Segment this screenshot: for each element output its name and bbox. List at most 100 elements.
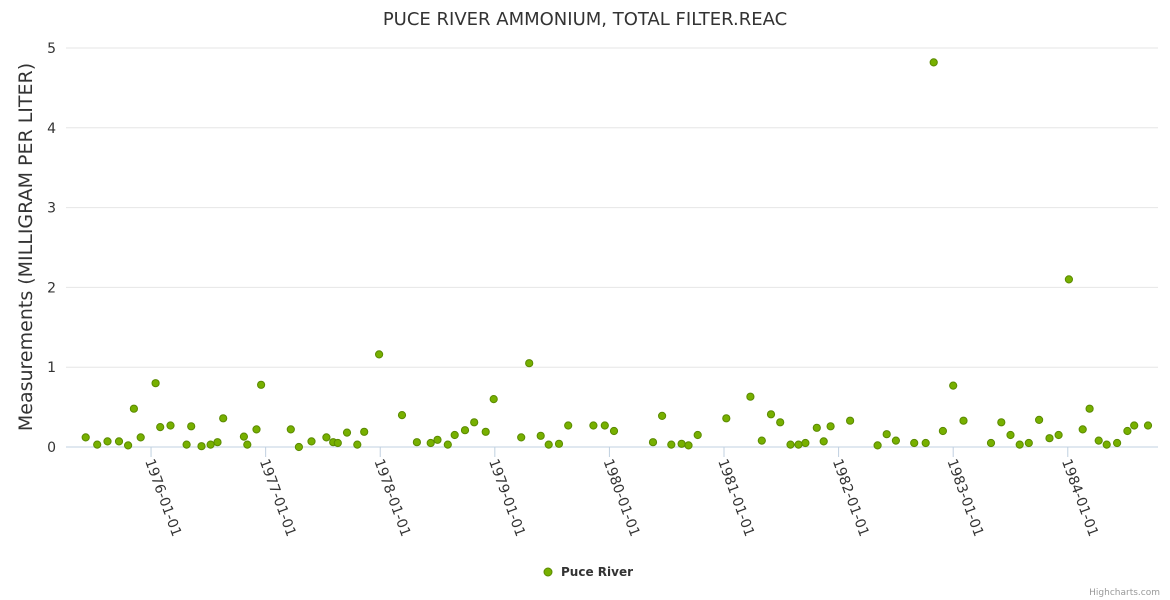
- data-point[interactable]: [589, 421, 598, 430]
- data-point[interactable]: [1054, 430, 1063, 440]
- data-point[interactable]: [684, 441, 693, 450]
- data-point[interactable]: [129, 404, 138, 413]
- data-point[interactable]: [722, 414, 731, 423]
- data-point[interactable]: [882, 430, 891, 439]
- data-point[interactable]: [114, 437, 124, 446]
- data-point[interactable]: [757, 436, 766, 445]
- data-point[interactable]: [929, 58, 938, 67]
- data-point[interactable]: [1113, 438, 1122, 448]
- data-point[interactable]: [846, 416, 855, 425]
- data-point[interactable]: [1024, 438, 1033, 448]
- data-point[interactable]: [544, 440, 553, 449]
- data-point[interactable]: [891, 436, 901, 445]
- data-point[interactable]: [997, 418, 1006, 427]
- data-point[interactable]: [826, 422, 835, 431]
- data-point[interactable]: [187, 422, 196, 431]
- data-point[interactable]: [243, 440, 252, 449]
- data-point[interactable]: [1123, 426, 1132, 436]
- data-point[interactable]: [746, 392, 755, 401]
- data-point[interactable]: [910, 438, 919, 448]
- data-point[interactable]: [1064, 275, 1074, 284]
- data-point[interactable]: [426, 438, 435, 448]
- data-point[interactable]: [1130, 421, 1139, 430]
- data-point[interactable]: [801, 438, 810, 448]
- data-point[interactable]: [517, 433, 526, 442]
- data-point[interactable]: [433, 435, 442, 444]
- data-point[interactable]: [1015, 440, 1024, 449]
- data-point[interactable]: [397, 411, 407, 420]
- data-point[interactable]: [959, 416, 968, 425]
- y-tick-label: 2: [47, 280, 56, 296]
- data-point[interactable]: [776, 418, 785, 427]
- data-point[interactable]: [693, 430, 702, 440]
- data-point[interactable]: [166, 421, 175, 430]
- data-point[interactable]: [667, 440, 676, 449]
- data-point[interactable]: [873, 441, 882, 450]
- data-point[interactable]: [213, 438, 222, 447]
- data-point[interactable]: [794, 440, 803, 449]
- data-point[interactable]: [481, 427, 490, 436]
- data-point[interactable]: [124, 441, 133, 450]
- data-point[interactable]: [182, 440, 191, 449]
- data-point[interactable]: [412, 438, 421, 447]
- data-point[interactable]: [921, 438, 930, 448]
- data-point[interactable]: [677, 439, 686, 448]
- data-point[interactable]: [819, 437, 828, 446]
- data-point[interactable]: [470, 418, 479, 427]
- data-point[interactable]: [554, 439, 564, 448]
- data-point[interactable]: [151, 379, 160, 388]
- data-point[interactable]: [322, 433, 331, 442]
- data-point[interactable]: [949, 381, 958, 390]
- data-point[interactable]: [443, 440, 452, 449]
- credits-link[interactable]: Highcharts.com: [1089, 588, 1160, 598]
- data-point[interactable]: [307, 437, 316, 446]
- data-point[interactable]: [766, 410, 776, 419]
- data-point[interactable]: [1102, 440, 1111, 449]
- data-point[interactable]: [460, 426, 470, 435]
- data-point[interactable]: [1085, 404, 1094, 413]
- data-point[interactable]: [525, 359, 534, 368]
- data-point[interactable]: [375, 350, 384, 359]
- legend-marker[interactable]: [543, 567, 553, 577]
- data-point[interactable]: [1035, 415, 1044, 424]
- data-point[interactable]: [786, 440, 795, 449]
- data-point[interactable]: [1006, 430, 1015, 440]
- data-point[interactable]: [1078, 425, 1087, 434]
- data-point[interactable]: [239, 432, 248, 441]
- data-point[interactable]: [252, 425, 261, 434]
- data-point[interactable]: [489, 395, 498, 404]
- legend[interactable]: Puce River: [543, 565, 633, 579]
- data-point[interactable]: [658, 411, 667, 420]
- data-point[interactable]: [986, 438, 996, 448]
- data-point[interactable]: [812, 423, 821, 432]
- data-point[interactable]: [136, 433, 145, 442]
- data-point[interactable]: [609, 426, 619, 436]
- data-point[interactable]: [333, 438, 342, 448]
- data-point[interactable]: [600, 421, 609, 430]
- data-point[interactable]: [197, 442, 206, 451]
- series-puce-river-points[interactable]: [81, 58, 1153, 452]
- data-point[interactable]: [938, 426, 948, 436]
- data-point[interactable]: [648, 438, 658, 447]
- x-tick-label: 1979-01-01: [485, 457, 528, 539]
- data-point[interactable]: [1094, 436, 1103, 445]
- data-point[interactable]: [353, 440, 362, 449]
- data-point[interactable]: [81, 433, 90, 442]
- data-point[interactable]: [450, 430, 459, 440]
- data-point[interactable]: [156, 423, 165, 432]
- data-point[interactable]: [1045, 434, 1054, 443]
- data-point[interactable]: [103, 437, 112, 446]
- data-point[interactable]: [536, 431, 545, 440]
- data-point[interactable]: [257, 380, 266, 389]
- data-point[interactable]: [219, 414, 228, 423]
- data-point[interactable]: [342, 428, 352, 437]
- data-point[interactable]: [1143, 421, 1153, 430]
- data-point[interactable]: [294, 442, 303, 452]
- data-point[interactable]: [93, 440, 102, 449]
- data-point[interactable]: [564, 421, 573, 430]
- legend-item-puce-river[interactable]: Puce River: [561, 565, 633, 579]
- data-point[interactable]: [286, 425, 295, 434]
- data-point[interactable]: [206, 440, 215, 449]
- data-point[interactable]: [360, 427, 369, 436]
